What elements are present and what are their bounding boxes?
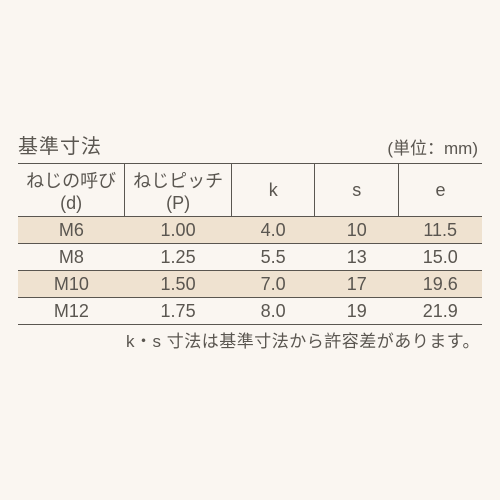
content-area: 基準寸法 (単位：mm) ねじの呼び(d) ねじピッチ(P) k s e M6 … [18,130,482,352]
cell: 1.25 [125,244,232,271]
table-row: M12 1.75 8.0 19 21.9 [18,298,482,325]
table-row: M10 1.50 7.0 17 19.6 [18,271,482,298]
col-header: e [398,164,482,217]
col-header: ねじピッチ(P) [125,164,232,217]
cell: 1.50 [125,271,232,298]
cell: M10 [18,271,125,298]
col-header: ねじの呼び(d) [18,164,125,217]
cell: 15.0 [398,244,482,271]
cell: 8.0 [231,298,315,325]
cell: 13 [315,244,399,271]
header-row: 基準寸法 (単位：mm) [18,130,482,159]
table-title: 基準寸法 [18,130,102,159]
cell: 21.9 [398,298,482,325]
cell: 11.5 [398,217,482,244]
dimensions-table: ねじの呼び(d) ねじピッチ(P) k s e M6 1.00 4.0 10 1… [18,163,482,325]
cell: 1.75 [125,298,232,325]
cell: M12 [18,298,125,325]
table-header-row: ねじの呼び(d) ねじピッチ(P) k s e [18,164,482,217]
table-row: M8 1.25 5.5 13 15.0 [18,244,482,271]
cell: 17 [315,271,399,298]
col-header: s [315,164,399,217]
cell: M6 [18,217,125,244]
table-row: M6 1.00 4.0 10 11.5 [18,217,482,244]
cell: 1.00 [125,217,232,244]
unit-label: (単位：mm) [387,134,482,159]
cell: 4.0 [231,217,315,244]
col-header: k [231,164,315,217]
cell: 19.6 [398,271,482,298]
table-footnote: k・s 寸法は基準寸法から許容差があります。 [18,327,482,352]
cell: M8 [18,244,125,271]
cell: 5.5 [231,244,315,271]
cell: 19 [315,298,399,325]
cell: 10 [315,217,399,244]
cell: 7.0 [231,271,315,298]
